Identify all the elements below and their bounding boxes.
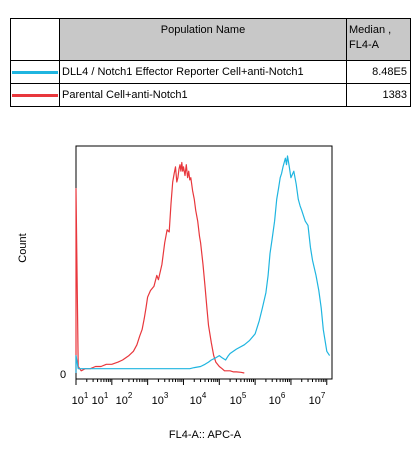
x-tick-labels: 101 101 102 103 104 105 106 107 xyxy=(72,391,326,407)
series-line-parental xyxy=(75,161,245,374)
x-tick-label: 102 xyxy=(116,391,133,407)
table-row: Parental Cell+anti-Notch1 1383 xyxy=(10,83,411,107)
x-tick-label: 105 xyxy=(230,391,247,407)
series-color-swatch xyxy=(12,70,58,74)
plot-frame xyxy=(75,145,333,380)
x-tick-label: 106 xyxy=(269,391,286,407)
x-axis-ticks xyxy=(75,379,328,385)
y-axis-label: Count xyxy=(17,233,29,262)
series-line-reporter xyxy=(75,155,331,373)
median-header: Median , FL4-A xyxy=(346,18,411,61)
median-value: 8.48E5 xyxy=(346,60,411,84)
x-tick-label: 104 xyxy=(190,391,207,407)
header-blank-cell xyxy=(10,18,60,61)
median-header-line1: Median , xyxy=(349,24,392,36)
row-swatch-cell xyxy=(10,83,60,107)
population-name: Parental Cell+anti-Notch1 xyxy=(59,83,347,107)
table-row: DLL4 / Notch1 Effector Reporter Cell+ant… xyxy=(10,60,411,84)
x-tick-label: 107 xyxy=(309,391,326,407)
series-color-swatch xyxy=(12,93,58,97)
median-value: 1383 xyxy=(346,83,411,107)
x-tick-label: 101 xyxy=(92,391,109,407)
population-table: Population Name Median , FL4-A DLL4 / Not… xyxy=(10,18,411,107)
y-tick-label-0: 0 xyxy=(60,369,66,381)
series-lines xyxy=(75,155,331,374)
table-header-row: Population Name Median , FL4-A xyxy=(10,18,411,61)
x-tick-label: 101 xyxy=(72,391,89,407)
median-header-line2: FL4-A xyxy=(349,39,379,51)
x-axis-label: FL4-A:: APC-A xyxy=(169,429,242,441)
x-tick-label: 103 xyxy=(152,391,169,407)
population-name-header: Population Name xyxy=(59,18,347,61)
